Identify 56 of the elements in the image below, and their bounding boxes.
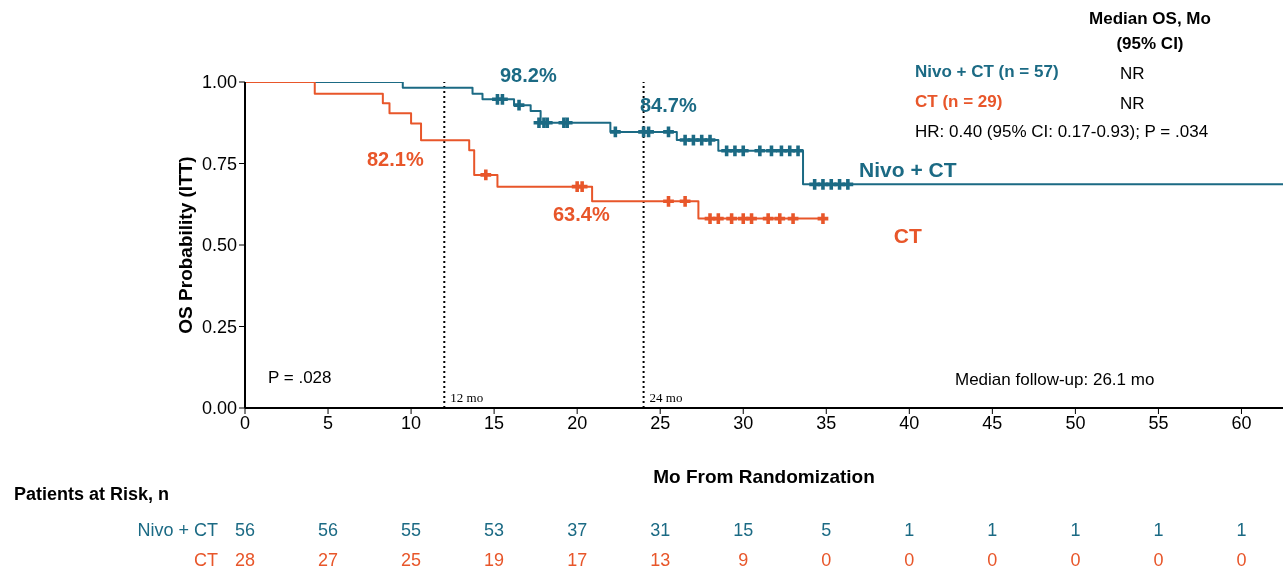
x-tick-label: 25	[650, 412, 671, 433]
x-tick-label: 55	[1148, 412, 1169, 433]
point	[817, 213, 829, 224]
x-tick-label: 10	[401, 412, 422, 433]
y-tick-label: 0.75	[201, 153, 237, 174]
point	[663, 126, 674, 138]
point	[609, 126, 621, 138]
annotation: 84.7%	[640, 94, 697, 117]
point	[513, 99, 525, 111]
ref-line-label: 12 mo	[450, 390, 484, 405]
annotation: 98.2%	[500, 64, 557, 87]
x-tick-label: 0	[239, 412, 251, 433]
text: CT	[893, 223, 922, 247]
x-tick-label: 35	[816, 412, 837, 433]
y-tick-label: 0.50	[201, 235, 237, 256]
y-axis-title: OS Probability (ITT)	[174, 156, 196, 334]
text: 28 27 25 19 17 13 9 0 0 0 0 0 0	[234, 550, 1247, 570]
x-tick-label: 45	[982, 412, 1003, 433]
x-tick-label: 60	[1231, 412, 1252, 433]
point	[762, 213, 774, 224]
annotation: CT (n = 29)	[915, 92, 1003, 112]
point	[737, 145, 749, 157]
text: Nivo + CT (n = 57)	[915, 62, 1059, 82]
y-tick-label: 1.00	[201, 72, 237, 93]
annotation: NR	[1120, 64, 1145, 84]
annotation: NR	[1120, 94, 1145, 114]
point	[792, 145, 804, 157]
annotation: P = .028	[268, 368, 332, 388]
point	[480, 169, 492, 181]
annotation: 63.4%	[553, 203, 610, 226]
ref-line-label: 24 mo	[649, 390, 683, 405]
text: Nivo + CT	[137, 520, 218, 541]
x-tick-label: 40	[899, 412, 920, 433]
text: Patients at Risk, n	[14, 484, 170, 505]
x-tick-label: 15	[484, 412, 505, 433]
x-tick-label: 30	[733, 412, 754, 433]
point	[679, 195, 691, 207]
annotation: HR: 0.40 (95% CI: 0.17-0.93); P = .034	[915, 122, 1209, 142]
text: 56 56 55 53 37 31 15 5 1 1 1 1 1	[234, 520, 1247, 540]
point	[754, 145, 766, 157]
y-tick-label: 0.00	[201, 398, 237, 419]
x-tick-label: 20	[567, 412, 588, 433]
annotation: Median follow-up: 26.1 mo	[955, 370, 1155, 390]
point	[787, 213, 799, 224]
x-tick-label: 5	[323, 412, 334, 433]
series-label: Nivo + CT	[859, 158, 957, 182]
x-axis-title: Mo From Randomization	[652, 466, 876, 488]
text: Median OS, Mo (95% CI)	[1088, 8, 1212, 55]
y-tick-label: 0.25	[201, 316, 237, 337]
annotation: 82.1%	[367, 148, 424, 171]
point	[766, 145, 777, 157]
x-tick-label: 50	[1065, 412, 1086, 433]
point	[842, 179, 854, 190]
point	[704, 134, 716, 146]
text: CT	[194, 550, 218, 571]
point	[774, 213, 786, 224]
